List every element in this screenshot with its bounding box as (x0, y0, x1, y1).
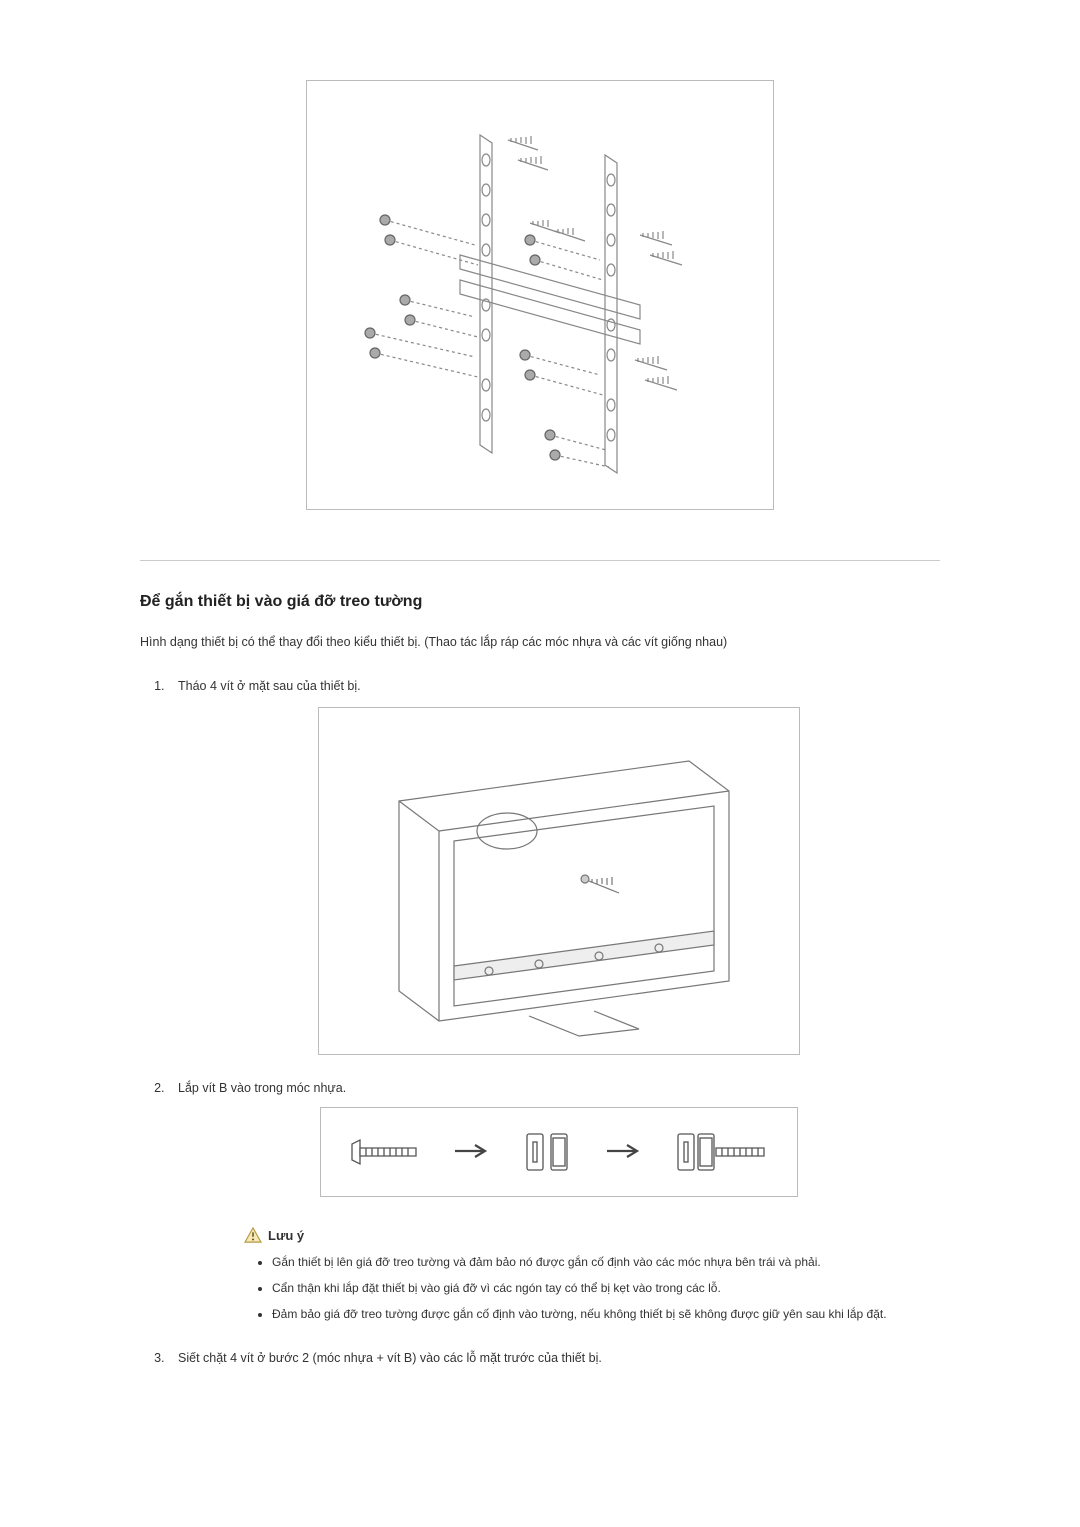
figure-device-back (318, 707, 800, 1055)
step-1-text: Tháo 4 vít ở mặt sau của thiết bị. (178, 679, 361, 693)
section-divider (140, 560, 940, 561)
note-heading: Lưu ý (244, 1227, 940, 1243)
arrow-right-1 (453, 1137, 493, 1168)
note-block: Lưu ý Gắn thiết bị lên giá đỡ treo tường… (244, 1227, 940, 1323)
device-back-diagram (339, 721, 779, 1041)
note-item-1: Gắn thiết bị lên giá đỡ treo tường và đả… (272, 1253, 940, 1271)
figure-wall-bracket (306, 80, 774, 510)
step-item-3: Siết chặt 4 vít ở bước 2 (móc nhựa + vít… (168, 1351, 940, 1365)
arrow-right-2 (605, 1137, 645, 1168)
step-list: Tháo 4 vít ở mặt sau của thiết bị. (140, 679, 940, 1365)
screw-hook-diagram (339, 1117, 779, 1187)
note-item-3: Đảm bảo giá đỡ treo tường được gắn cố đị… (272, 1305, 940, 1323)
page-root: Để gắn thiết bị vào giá đỡ treo tường Hì… (0, 0, 1080, 1473)
figure-screw-hook (320, 1107, 798, 1197)
wall-bracket-diagram (330, 105, 750, 485)
step-3-text: Siết chặt 4 vít ở bước 2 (móc nhựa + vít… (178, 1351, 602, 1365)
assembled-hook-icon (672, 1128, 772, 1176)
section-title: Để gắn thiết bị vào giá đỡ treo tường (140, 593, 940, 611)
note-item-2: Cẩn thận khi lắp đặt thiết bị vào giá đỡ… (272, 1279, 940, 1297)
screw-icon (346, 1132, 426, 1172)
hook-icon (519, 1128, 579, 1176)
step-item-1: Tháo 4 vít ở mặt sau của thiết bị. (168, 679, 940, 1055)
step-2-text: Lắp vít B vào trong móc nhựa. (178, 1081, 346, 1095)
warning-icon (244, 1227, 262, 1243)
step-item-2: Lắp vít B vào trong móc nhựa. (168, 1081, 940, 1323)
note-label: Lưu ý (268, 1228, 304, 1243)
note-list: Gắn thiết bị lên giá đỡ treo tường và đả… (244, 1253, 940, 1323)
intro-paragraph: Hình dạng thiết bị có thể thay đổi theo … (140, 635, 940, 649)
